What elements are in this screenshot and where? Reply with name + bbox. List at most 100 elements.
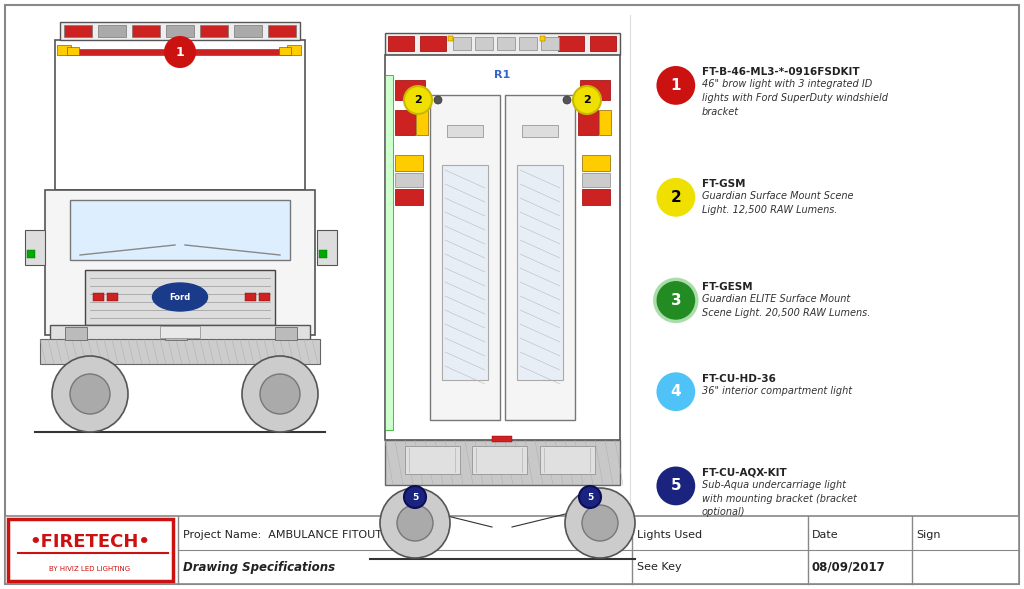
Bar [385, 33, 620, 55]
Text: FT-GSM: FT-GSM [701, 179, 745, 189]
Circle shape [657, 282, 694, 319]
Bar [279, 47, 291, 55]
Text: BY HIVIZ LED LIGHTING: BY HIVIZ LED LIGHTING [49, 566, 131, 572]
Bar [85, 270, 275, 325]
Circle shape [563, 96, 571, 104]
Ellipse shape [153, 283, 208, 311]
Bar [40, 339, 319, 364]
Text: Lights Used: Lights Used [637, 530, 702, 540]
Bar [582, 189, 610, 205]
Bar [582, 155, 610, 171]
Circle shape [579, 486, 601, 508]
Text: 36" interior compartment light: 36" interior compartment light [701, 386, 852, 396]
Text: Guardian ELITE Surface Mount
Scene Light. 20,500 RAW Lumens.: Guardian ELITE Surface Mount Scene Light… [701, 294, 870, 318]
Circle shape [404, 86, 432, 114]
Bar [50, 325, 310, 340]
Text: 08/09/2017: 08/09/2017 [812, 561, 886, 574]
Circle shape [70, 374, 110, 414]
Circle shape [434, 96, 442, 104]
Bar [200, 25, 228, 37]
Text: Project Name:  AMBULANCE FITOUT: Project Name: AMBULANCE FITOUT [183, 530, 382, 540]
Bar [449, 36, 453, 41]
Bar [93, 293, 104, 301]
Bar [416, 110, 428, 135]
Text: 4: 4 [671, 384, 681, 399]
Circle shape [52, 356, 128, 432]
Text: FT-B-46-ML3-*-0916FSDKIT: FT-B-46-ML3-*-0916FSDKIT [701, 67, 859, 77]
Bar [406, 446, 460, 474]
Circle shape [657, 67, 694, 104]
Bar [578, 110, 598, 135]
Bar [442, 165, 488, 380]
Bar [420, 36, 446, 51]
Bar [522, 125, 558, 137]
Text: FT-CU-AQX-KIT: FT-CU-AQX-KIT [701, 468, 786, 478]
Bar [287, 45, 301, 55]
Bar [67, 47, 79, 55]
Bar [540, 446, 595, 474]
Bar [447, 125, 483, 137]
Text: Sign: Sign [916, 530, 940, 540]
Bar [497, 37, 515, 50]
Bar [517, 165, 563, 380]
Bar [234, 25, 262, 37]
Bar [98, 25, 126, 37]
Bar [580, 80, 610, 100]
Bar [268, 25, 296, 37]
Bar [5, 516, 1019, 584]
Text: 2: 2 [414, 95, 422, 105]
Bar [259, 293, 270, 301]
Text: 2: 2 [671, 190, 681, 205]
Text: 46" brow light with 3 integrated ID
lights with Ford SuperDuty windshield
bracke: 46" brow light with 3 integrated ID ligh… [701, 80, 888, 117]
Bar [492, 436, 512, 442]
Bar [166, 25, 194, 37]
Bar [385, 440, 620, 485]
Bar [388, 36, 414, 51]
Bar [165, 327, 187, 340]
Bar [8, 519, 173, 581]
Bar [45, 190, 315, 335]
Bar [319, 250, 327, 258]
Circle shape [242, 356, 318, 432]
Bar [582, 173, 610, 187]
Bar [519, 37, 537, 50]
Circle shape [657, 373, 694, 410]
Bar [395, 189, 423, 205]
Bar [70, 49, 290, 55]
Circle shape [565, 488, 635, 558]
Text: 5: 5 [412, 492, 418, 501]
Circle shape [573, 86, 601, 114]
Circle shape [657, 468, 694, 504]
Bar [57, 45, 71, 55]
Circle shape [260, 374, 300, 414]
Text: FT-GESM: FT-GESM [701, 282, 753, 292]
Bar [385, 55, 620, 440]
Text: Ford: Ford [169, 293, 190, 302]
Text: Date: Date [812, 530, 839, 540]
Bar [395, 110, 415, 135]
Bar [475, 37, 493, 50]
Text: Drawing Specifications: Drawing Specifications [183, 561, 335, 574]
Text: 1: 1 [671, 78, 681, 93]
Text: 2: 2 [583, 95, 591, 105]
Circle shape [404, 486, 426, 508]
Bar [540, 36, 545, 41]
Circle shape [657, 179, 694, 216]
Bar [245, 293, 256, 301]
Bar [106, 293, 118, 301]
Bar [275, 327, 297, 340]
Text: Guardian Surface Mount Scene
Light. 12,500 RAW Lumens.: Guardian Surface Mount Scene Light. 12,5… [701, 191, 853, 215]
Bar [541, 37, 559, 50]
Bar [70, 200, 290, 260]
Bar [599, 110, 611, 135]
Circle shape [380, 488, 450, 558]
Bar [505, 95, 575, 420]
Bar [590, 36, 616, 51]
Text: FT-CU-HD-36: FT-CU-HD-36 [701, 373, 776, 383]
Bar [25, 230, 45, 265]
Text: 1: 1 [176, 45, 184, 58]
Bar [317, 230, 337, 265]
Circle shape [582, 505, 618, 541]
Text: R1: R1 [494, 70, 510, 80]
Bar [453, 37, 471, 50]
